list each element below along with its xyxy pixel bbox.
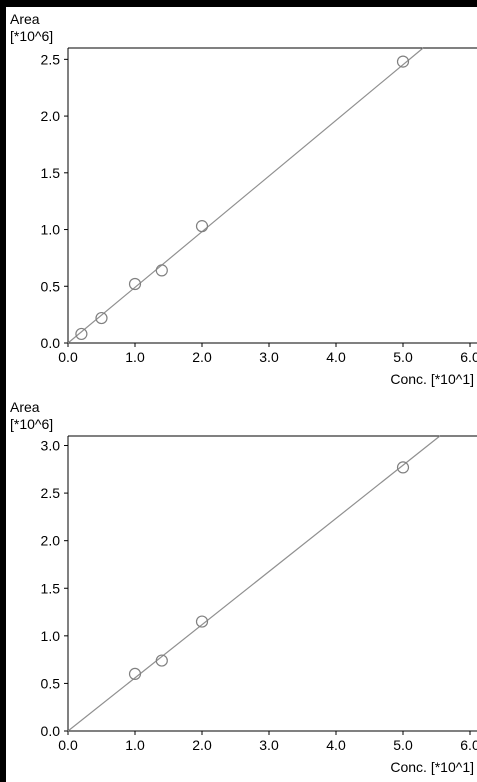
chart-2-data-point <box>128 667 142 681</box>
chart-panel <box>6 7 477 782</box>
chart-1-x-tick-label: 2.0 <box>192 349 212 365</box>
chart-2-y-tick-label: 3.0 <box>41 438 61 454</box>
chart-2-x-tick-label: 1.0 <box>125 737 145 753</box>
chart-2-data-point <box>155 654 168 667</box>
chart-1-data-point <box>95 311 108 325</box>
chart-2-x-tick-label: 6.0 <box>460 737 477 753</box>
chart-1-x-tick-label: 6.0 <box>460 349 477 365</box>
chart-2-fit-line <box>67 435 441 732</box>
chart-2-x-tick-label: 5.0 <box>393 737 413 753</box>
chart-2-data-point <box>195 615 209 628</box>
chart-2-x-tick-label: 3.0 <box>259 737 279 753</box>
chart-1-x-tick-label: 3.0 <box>259 349 279 365</box>
chart-1-x-tick-label: 0.0 <box>58 349 78 365</box>
chart-2-y-tick-label: 1.0 <box>41 628 61 644</box>
chart-2-xlabel: Conc. [*10^1] <box>390 759 474 775</box>
chart-1-xlabel: Conc. [*10^1] <box>390 371 474 387</box>
chart-1-y-tick-label: 2.5 <box>41 51 61 67</box>
chart-2-y-tick-label: 2.0 <box>41 533 61 549</box>
chart-1-x-tick-label: 4.0 <box>326 349 346 365</box>
chart-2-y-tick-label: 0.0 <box>41 723 61 739</box>
chart-1-y-tick-label: 1.5 <box>41 165 61 181</box>
chart-2-ylabel: Area <box>10 399 40 415</box>
chart-2-y-tick-label: 2.5 <box>41 485 61 501</box>
chart-1-data-point <box>75 327 88 341</box>
chart-2-x-tick-label: 2.0 <box>192 737 212 753</box>
chart-2-x-tick-label: 4.0 <box>326 737 346 753</box>
chart-1-x-tick-label: 1.0 <box>125 349 145 365</box>
chart-1-y-tick-label: 1.0 <box>41 222 61 238</box>
chart-1-y-tick-label: 2.0 <box>41 108 61 124</box>
chart-2-data-point <box>396 461 410 474</box>
chart-1-data-point <box>195 220 209 233</box>
chart-2-y-tick-label: 1.5 <box>41 580 61 596</box>
chart-1-ylabel: Area <box>10 11 40 27</box>
chart-1-data-point <box>155 264 168 277</box>
chart-2-y-tick-label: 0.5 <box>41 675 61 691</box>
chart-2-x-tick-label: 0.0 <box>58 737 78 753</box>
chart-1-yunit: [*10^6] <box>10 28 53 44</box>
chart-1-data-point <box>396 55 410 68</box>
chart-1-y-tick-label: 0.0 <box>41 335 61 351</box>
chart-1-fit-line <box>67 47 424 344</box>
chart-2-yunit: [*10^6] <box>10 416 53 432</box>
chart-1-y-tick-label: 0.5 <box>41 278 61 294</box>
chart-1-x-tick-label: 5.0 <box>393 349 413 365</box>
chart-1-data-point <box>128 277 142 291</box>
